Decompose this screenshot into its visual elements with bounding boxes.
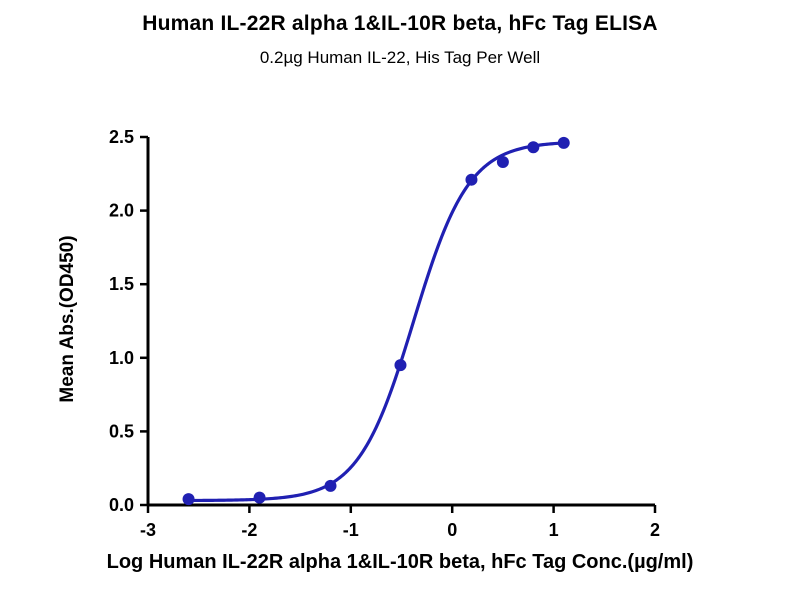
data-point <box>557 136 570 149</box>
data-point <box>496 156 509 169</box>
y-tick-label: 2.5 <box>109 127 134 147</box>
x-tick-label: 0 <box>447 520 457 540</box>
y-tick-label: 0.5 <box>109 421 134 441</box>
x-tick-label: -1 <box>343 520 359 540</box>
data-point <box>394 359 407 372</box>
y-tick-label: 1.5 <box>109 274 134 294</box>
y-tick-label: 1.0 <box>109 348 134 368</box>
data-point <box>182 493 195 506</box>
x-tick-label: 2 <box>650 520 660 540</box>
chart-subtitle: 0.2µg Human IL-22, His Tag Per Well <box>259 48 541 67</box>
x-tick-label: -2 <box>241 520 257 540</box>
fit-curve <box>186 141 566 503</box>
x-tick-label: 1 <box>549 520 559 540</box>
x-tick-label: -3 <box>140 520 156 540</box>
x-axis-label: Log Human IL-22R alpha 1&IL-10R beta, hF… <box>106 551 694 573</box>
data-point <box>324 479 337 492</box>
data-point <box>253 491 266 504</box>
y-tick-label: 0.0 <box>109 495 134 515</box>
chart-title: Human IL-22R alpha 1&IL-10R beta, hFc Ta… <box>142 12 658 35</box>
y-tick-label: 2.0 <box>109 201 134 221</box>
data-point <box>465 173 478 186</box>
data-point <box>527 141 540 154</box>
